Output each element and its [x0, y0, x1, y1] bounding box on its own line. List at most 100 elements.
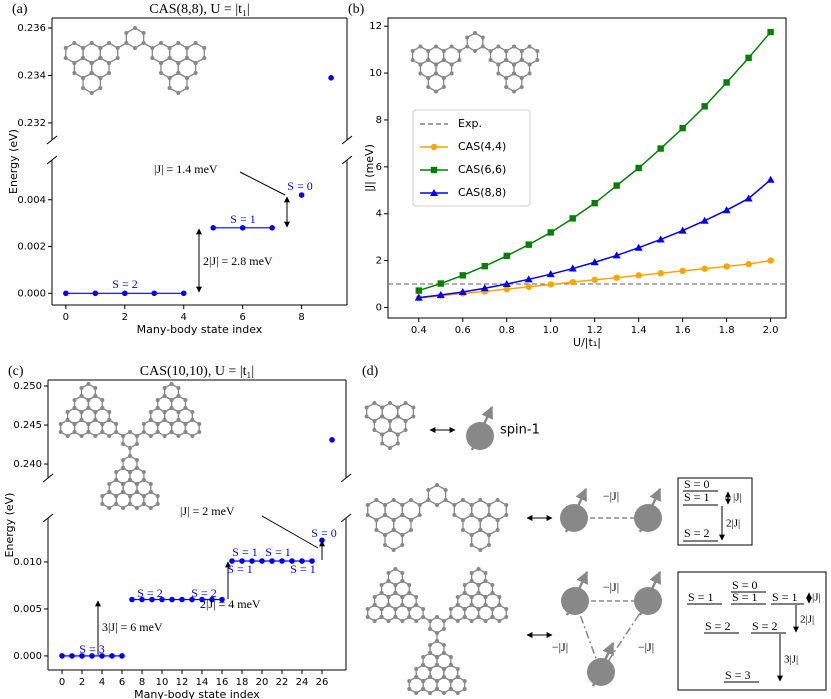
- state-point: [69, 653, 75, 659]
- marker: [657, 145, 664, 152]
- atom: [421, 607, 426, 611]
- x-tick-label: 1.6: [675, 325, 691, 336]
- y-tick-label: 6: [376, 162, 382, 173]
- atom: [162, 418, 167, 422]
- atom: [176, 386, 181, 390]
- atom: [107, 61, 112, 65]
- atom: [121, 506, 126, 510]
- atom: [79, 386, 84, 390]
- marker: [612, 251, 621, 259]
- marker: [414, 293, 423, 301]
- atom: [121, 442, 126, 446]
- atom: [141, 502, 146, 506]
- state-point: [298, 192, 305, 198]
- atom: [184, 46, 189, 50]
- atom: [121, 458, 126, 462]
- atom: [403, 428, 408, 432]
- atom: [519, 76, 524, 80]
- bond: [136, 431, 145, 437]
- state-point: [269, 558, 275, 564]
- annotation: S = 1: [290, 562, 315, 576]
- atom: [441, 691, 446, 695]
- annotation: S = 3: [79, 642, 104, 656]
- x-tick-label: 10: [156, 677, 169, 688]
- atom: [372, 619, 377, 623]
- state-point: [219, 596, 225, 603]
- atom: [386, 595, 391, 599]
- atom: [435, 655, 439, 659]
- level-label: S = 1: [684, 490, 709, 504]
- state-point: [139, 596, 145, 603]
- level-label: S = 2: [752, 619, 777, 633]
- level-label: S = 3: [725, 668, 750, 682]
- marker: [503, 285, 510, 293]
- atom: [414, 691, 419, 695]
- marker: [679, 267, 686, 275]
- axis-break: [46, 135, 58, 145]
- atom: [169, 406, 174, 410]
- atom: [79, 410, 84, 414]
- atom: [162, 410, 167, 414]
- atom: [133, 46, 137, 50]
- atom: [72, 422, 77, 426]
- atom: [100, 422, 105, 426]
- atom: [184, 76, 189, 80]
- atom: [134, 466, 139, 470]
- atom: [426, 85, 431, 89]
- marker: [480, 284, 489, 292]
- bond: [459, 45, 468, 52]
- atom: [93, 418, 98, 422]
- atom: [388, 446, 392, 450]
- molecule: [58, 382, 202, 510]
- atom: [81, 76, 86, 80]
- atom: [128, 470, 132, 474]
- atom: [434, 44, 439, 49]
- ring: [60, 419, 76, 437]
- spin-label: spin-1: [500, 423, 540, 438]
- ring: [408, 676, 424, 694]
- atom: [504, 503, 509, 507]
- atom: [403, 401, 408, 405]
- level-label: S = 2: [684, 526, 709, 540]
- atom: [388, 428, 392, 432]
- atom: [63, 46, 68, 50]
- atom: [107, 418, 112, 422]
- atom: [462, 583, 467, 587]
- atom: [421, 663, 426, 667]
- chart-title: CAS(10,10), U = |t₁|: [140, 364, 254, 379]
- x-tick-label: 2.0: [763, 325, 779, 336]
- level-box: [677, 571, 827, 691]
- marker: [546, 270, 555, 278]
- annotation: S = 0: [311, 526, 336, 540]
- atom: [141, 470, 146, 474]
- ring: [464, 604, 480, 622]
- atom: [155, 422, 160, 426]
- atom: [455, 603, 460, 607]
- marker: [547, 229, 554, 236]
- atom: [535, 58, 540, 62]
- atom: [197, 430, 202, 434]
- y-tick-label: 0.010: [13, 557, 42, 568]
- atom: [527, 71, 532, 76]
- atom: [435, 503, 439, 507]
- atom: [421, 655, 426, 659]
- annotation: S = 0: [287, 179, 312, 193]
- marker: [415, 287, 422, 294]
- atom: [176, 91, 181, 95]
- atom: [65, 434, 70, 438]
- atom: [386, 579, 391, 583]
- atom: [443, 488, 448, 492]
- atom: [86, 398, 91, 402]
- atom: [469, 579, 474, 583]
- atom: [155, 502, 160, 506]
- atom: [473, 49, 477, 53]
- marker: [744, 194, 753, 202]
- atom: [148, 482, 153, 486]
- atom: [393, 591, 398, 595]
- diagram-panel: (d) spin-1 −|J| S = 0 S = 1 S = 2 |J| 2|…: [362, 364, 827, 691]
- leader-line: [261, 515, 319, 549]
- atom: [379, 607, 384, 611]
- leader-line: [239, 171, 286, 196]
- atom: [460, 518, 465, 522]
- panel-label: (d): [362, 364, 379, 379]
